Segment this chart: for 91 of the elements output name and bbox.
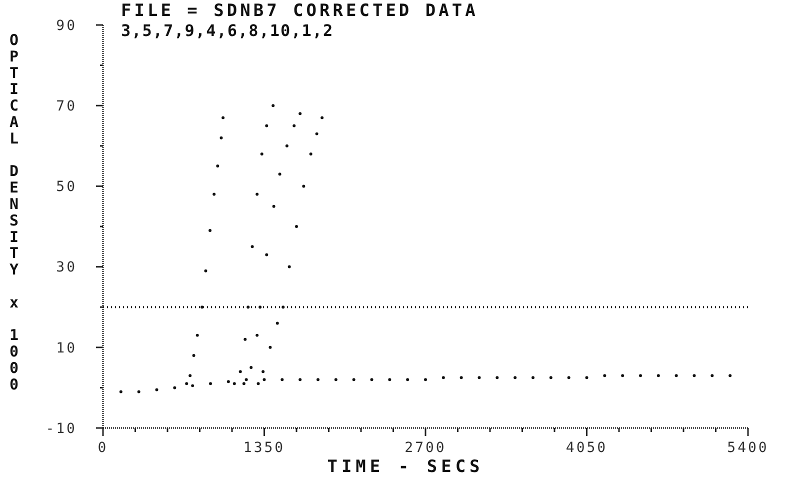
point: [250, 366, 253, 370]
point: [406, 378, 410, 382]
point: [370, 378, 374, 382]
chart-title: FILE = SDNB7 CORRECTED DATA: [121, 1, 478, 21]
point: [260, 152, 264, 156]
y-tick-label: 90: [56, 18, 77, 34]
x-axis-title: TIME - SECS: [327, 457, 484, 477]
point: [258, 306, 262, 309]
point: [532, 376, 534, 380]
point: [246, 306, 250, 309]
point: [298, 378, 302, 382]
point: [200, 306, 204, 309]
point: [222, 116, 225, 120]
point: [256, 334, 259, 337]
x-tick-label: 1350: [243, 440, 286, 456]
y-tick-label: 10: [56, 340, 77, 356]
point: [244, 378, 248, 382]
point: [280, 378, 284, 382]
point: [549, 376, 552, 380]
point: [278, 172, 282, 176]
point: [265, 124, 268, 128]
point: [478, 376, 481, 380]
point: [204, 269, 208, 272]
x-tick-label: 5400: [727, 440, 769, 456]
point: [262, 378, 266, 382]
point: [424, 378, 427, 382]
point: [316, 378, 320, 382]
point: [256, 192, 259, 196]
point: [216, 164, 220, 168]
point: [388, 378, 392, 382]
point: [298, 112, 302, 116]
point: [212, 192, 216, 196]
point: [282, 306, 285, 309]
point: [119, 390, 122, 394]
point: [442, 376, 445, 380]
point: [262, 370, 265, 374]
y-tick-label: 30: [56, 260, 77, 276]
text: OPTICAL DENSITY x 1000: [9, 31, 19, 394]
point: [692, 374, 696, 378]
x-tick-label: 4050: [566, 440, 608, 456]
point: [188, 374, 192, 378]
point: [302, 184, 306, 188]
point: [256, 382, 260, 386]
point: [272, 204, 276, 208]
point: [238, 370, 242, 374]
point: [276, 322, 279, 325]
point: [603, 374, 606, 378]
point: [621, 374, 624, 378]
point: [585, 376, 588, 380]
point: [137, 390, 140, 394]
point: [656, 374, 660, 378]
point: [155, 388, 158, 392]
point: [674, 374, 678, 378]
point: [226, 380, 230, 384]
point: [196, 334, 199, 337]
point: [309, 152, 312, 156]
point: [191, 384, 194, 388]
point: [232, 382, 236, 386]
point: [639, 374, 642, 378]
point: [242, 382, 246, 386]
point: [265, 253, 268, 256]
point: [250, 245, 254, 248]
point: [173, 386, 176, 390]
chart-subtitle: 3,5,7,9,4,6,8,10,1,2: [121, 21, 334, 40]
point: [209, 382, 212, 386]
point: [320, 116, 324, 120]
point: [460, 376, 463, 380]
y-tick-label: -10: [46, 420, 77, 437]
x-tick-label: 0: [98, 440, 108, 456]
point: [244, 338, 247, 341]
point: [514, 376, 517, 380]
point: [185, 382, 188, 386]
point: [295, 225, 298, 228]
point: [496, 376, 499, 380]
x-tick-label: 2700: [404, 440, 446, 456]
point: [288, 265, 291, 268]
point: [352, 378, 356, 382]
point: [285, 144, 288, 148]
point: [192, 354, 196, 357]
y-tick-label: 50: [56, 179, 77, 196]
point: [272, 104, 275, 108]
point: [220, 136, 223, 140]
point: [315, 132, 318, 136]
point: [292, 124, 296, 128]
point: [268, 346, 272, 349]
point: [334, 378, 338, 382]
point: [208, 229, 212, 232]
point: [728, 374, 732, 378]
point: [710, 374, 714, 378]
point: [567, 376, 570, 380]
y-tick-label: 70: [56, 98, 77, 114]
